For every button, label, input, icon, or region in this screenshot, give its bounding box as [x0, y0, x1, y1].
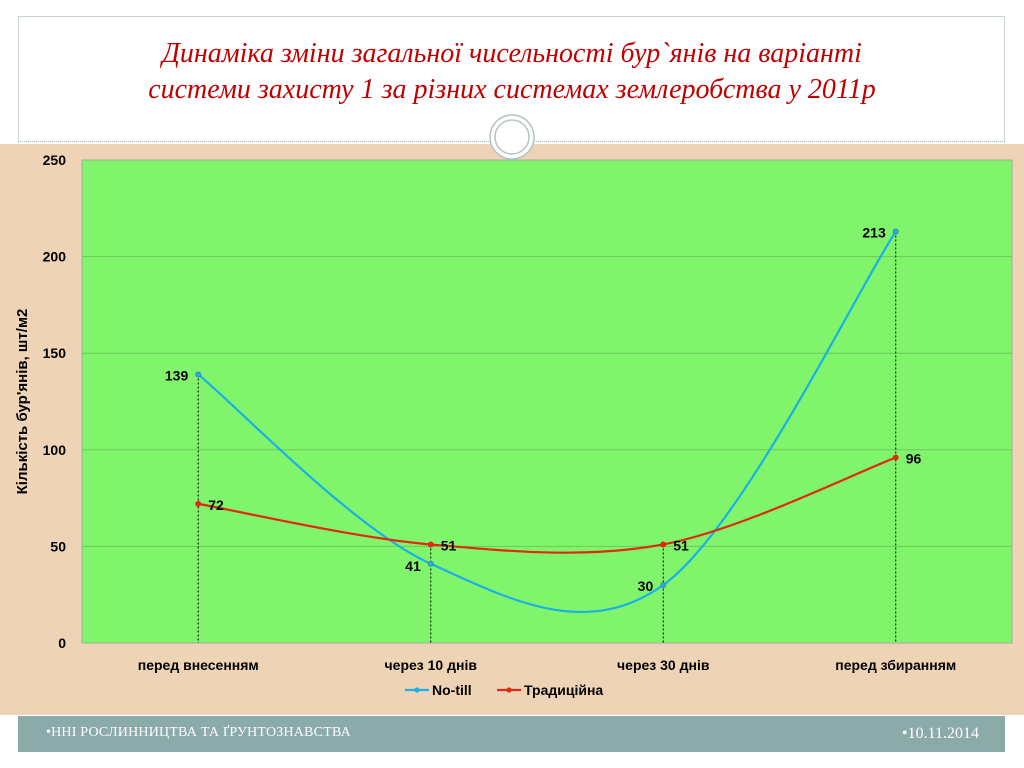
series-line-2	[198, 456, 897, 554]
legend-marker	[506, 687, 512, 693]
x-tick-label: через 30 днів	[617, 657, 710, 673]
slide-title-line-1: Динаміка зміни загальної чисельності бур…	[162, 38, 862, 69]
x-tick-label: через 10 днів	[385, 657, 478, 673]
data-point	[195, 371, 202, 378]
plot-area	[81, 159, 1013, 644]
y-tick-label: 100	[43, 442, 67, 458]
y-tick-label: 50	[50, 538, 66, 554]
series-line-1	[197, 230, 897, 614]
y-tick-label: 250	[43, 152, 67, 168]
y-axis-label: Кількість бур'янів, шт/м2	[14, 309, 31, 495]
data-point	[660, 582, 667, 589]
data-label: 41	[405, 558, 421, 574]
data-label: 30	[638, 578, 654, 594]
y-tick-label: 200	[43, 249, 67, 265]
legend-label: Традиційна	[524, 682, 603, 698]
data-label: 213	[862, 224, 886, 240]
data-point	[892, 228, 899, 235]
footer-date: •10.11.2014	[901, 725, 979, 742]
footer-institute: •ННІ РОСЛИННИЦТВА ТА ҐРУНТОЗНАВСТВА	[46, 725, 351, 740]
x-tick-label: перед збиранням	[835, 657, 956, 673]
legend-label: No-till	[432, 682, 472, 698]
data-label: 96	[906, 451, 922, 467]
legend-marker	[414, 687, 420, 693]
y-tick-label: 0	[58, 635, 66, 651]
x-tick-label: перед внесенням	[138, 657, 259, 673]
data-point	[660, 541, 667, 548]
data-point	[427, 560, 434, 567]
footer-bar: •ННІ РОСЛИННИЦТВА ТА ҐРУНТОЗНАВСТВА •10.…	[18, 716, 1005, 752]
data-label: 139	[165, 367, 189, 383]
data-label: 72	[208, 497, 224, 513]
line-chart: 0 50 100 150 200 250 Кількість бур'янів, шт/м2…	[14, 152, 1013, 698]
data-point	[195, 500, 202, 507]
data-label: 51	[673, 537, 689, 553]
circle-ornament-icon	[489, 114, 535, 160]
title-frame	[18, 16, 1005, 143]
data-point	[427, 541, 434, 548]
data-point	[892, 454, 899, 461]
y-tick-label: 150	[43, 345, 67, 361]
slide-title-line-2: системи захисту 1 за різних системах зем…	[148, 74, 876, 105]
data-label: 51	[441, 537, 457, 553]
slide-title: Динаміка зміни загальної чисельності бур…	[40, 36, 984, 108]
